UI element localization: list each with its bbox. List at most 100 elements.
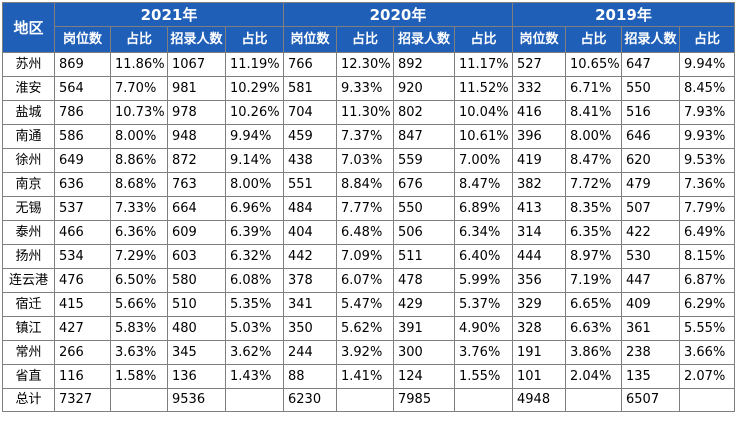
value-cell: 8.00% bbox=[565, 124, 622, 149]
value-cell: 328 bbox=[512, 316, 566, 341]
value-cell: 1.41% bbox=[336, 364, 394, 389]
value-cell bbox=[679, 388, 735, 412]
value-cell: 4.90% bbox=[454, 316, 513, 341]
header-subcolumn: 岗位数 bbox=[512, 26, 566, 53]
value-cell: 2.07% bbox=[679, 364, 735, 389]
value-cell: 5.62% bbox=[336, 316, 394, 341]
value-cell: 444 bbox=[512, 244, 566, 269]
value-cell: 8.84% bbox=[336, 172, 394, 197]
region-cell: 扬州 bbox=[2, 244, 55, 269]
header-year-2021: 2021年 bbox=[54, 2, 284, 27]
value-cell: 479 bbox=[621, 172, 680, 197]
value-cell: 6.87% bbox=[679, 268, 735, 293]
value-cell: 361 bbox=[621, 316, 680, 341]
value-cell: 550 bbox=[621, 76, 680, 101]
value-cell: 676 bbox=[393, 172, 455, 197]
table-row: 淮安 564 7.70% 981 10.29% 581 9.33% 920 11.52% 332 6… bbox=[2, 76, 735, 101]
region-cell: 苏州 bbox=[2, 52, 55, 77]
value-cell: 534 bbox=[54, 244, 111, 269]
value-cell: 564 bbox=[54, 76, 111, 101]
value-cell: 466 bbox=[54, 220, 111, 245]
value-cell: 6.96% bbox=[225, 196, 284, 221]
value-cell: 419 bbox=[512, 148, 566, 173]
value-cell: 872 bbox=[167, 148, 226, 173]
value-cell: 586 bbox=[54, 124, 111, 149]
value-cell: 7.03% bbox=[336, 148, 394, 173]
value-cell: 238 bbox=[621, 340, 680, 365]
header-subcolumn: 招录人数 bbox=[621, 26, 680, 53]
value-cell: 5.37% bbox=[454, 292, 513, 317]
value-cell: 7.70% bbox=[110, 76, 168, 101]
value-cell: 413 bbox=[512, 196, 566, 221]
recruitment-table: 地区 2021年 2020年 2019年 岗位数 占比 招录人数 占比 岗位数 占比 招录人… bbox=[2, 2, 735, 412]
value-cell: 429 bbox=[393, 292, 455, 317]
value-cell: 478 bbox=[393, 268, 455, 293]
value-cell: 506 bbox=[393, 220, 455, 245]
value-cell: 447 bbox=[621, 268, 680, 293]
table-row: 省直 116 1.58% 136 1.43% 88 1.41% 124 1.55% 101 2.04… bbox=[2, 364, 735, 389]
value-cell: 332 bbox=[512, 76, 566, 101]
value-cell: 763 bbox=[167, 172, 226, 197]
value-cell: 11.30% bbox=[336, 100, 394, 125]
header-year-2019: 2019年 bbox=[512, 2, 735, 27]
value-cell: 6.50% bbox=[110, 268, 168, 293]
value-cell: 647 bbox=[621, 52, 680, 77]
region-cell: 无锡 bbox=[2, 196, 55, 221]
value-cell: 8.68% bbox=[110, 172, 168, 197]
value-cell: 5.03% bbox=[225, 316, 284, 341]
value-cell bbox=[336, 388, 394, 412]
value-cell: 7.93% bbox=[679, 100, 735, 125]
value-cell: 9.93% bbox=[679, 124, 735, 149]
value-cell: 978 bbox=[167, 100, 226, 125]
value-cell: 7.00% bbox=[454, 148, 513, 173]
value-cell: 766 bbox=[283, 52, 337, 77]
value-cell: 5.83% bbox=[110, 316, 168, 341]
region-cell: 宿迁 bbox=[2, 292, 55, 317]
value-cell: 786 bbox=[54, 100, 111, 125]
value-cell: 356 bbox=[512, 268, 566, 293]
value-cell: 11.17% bbox=[454, 52, 513, 77]
value-cell: 8.00% bbox=[225, 172, 284, 197]
region-cell: 镇江 bbox=[2, 316, 55, 341]
value-cell: 9.53% bbox=[679, 148, 735, 173]
header-subcolumn: 占比 bbox=[679, 26, 735, 53]
region-cell: 淮安 bbox=[2, 76, 55, 101]
value-cell: 438 bbox=[283, 148, 337, 173]
value-cell: 5.47% bbox=[336, 292, 394, 317]
value-cell: 191 bbox=[512, 340, 566, 365]
value-cell: 1.55% bbox=[454, 364, 513, 389]
value-cell: 88 bbox=[283, 364, 337, 389]
value-cell: 124 bbox=[393, 364, 455, 389]
value-cell: 244 bbox=[283, 340, 337, 365]
value-cell: 8.15% bbox=[679, 244, 735, 269]
value-cell: 2.04% bbox=[565, 364, 622, 389]
value-cell: 442 bbox=[283, 244, 337, 269]
value-cell: 8.45% bbox=[679, 76, 735, 101]
value-cell: 396 bbox=[512, 124, 566, 149]
value-cell: 7985 bbox=[393, 388, 455, 412]
region-cell: 徐州 bbox=[2, 148, 55, 173]
value-cell: 704 bbox=[283, 100, 337, 125]
value-cell: 8.47% bbox=[454, 172, 513, 197]
region-cell: 连云港 bbox=[2, 268, 55, 293]
value-cell: 3.62% bbox=[225, 340, 284, 365]
value-cell: 664 bbox=[167, 196, 226, 221]
table-row: 无锡 537 7.33% 664 6.96% 484 7.77% 550 6.89% 413 8.3… bbox=[2, 196, 735, 221]
value-cell: 476 bbox=[54, 268, 111, 293]
value-cell: 480 bbox=[167, 316, 226, 341]
value-cell: 6230 bbox=[283, 388, 337, 412]
value-cell: 537 bbox=[54, 196, 111, 221]
table-row: 扬州 534 7.29% 603 6.32% 442 7.09% 511 6.40% 444 8.9… bbox=[2, 244, 735, 269]
total-row: 总计 7327 9536 6230 7985 4948 6507 bbox=[2, 388, 735, 412]
value-cell: 378 bbox=[283, 268, 337, 293]
value-cell: 459 bbox=[283, 124, 337, 149]
value-cell: 646 bbox=[621, 124, 680, 149]
value-cell: 345 bbox=[167, 340, 226, 365]
value-cell: 382 bbox=[512, 172, 566, 197]
region-cell: 南京 bbox=[2, 172, 55, 197]
value-cell: 603 bbox=[167, 244, 226, 269]
value-cell: 559 bbox=[393, 148, 455, 173]
value-cell: 7.77% bbox=[336, 196, 394, 221]
value-cell: 11.19% bbox=[225, 52, 284, 77]
